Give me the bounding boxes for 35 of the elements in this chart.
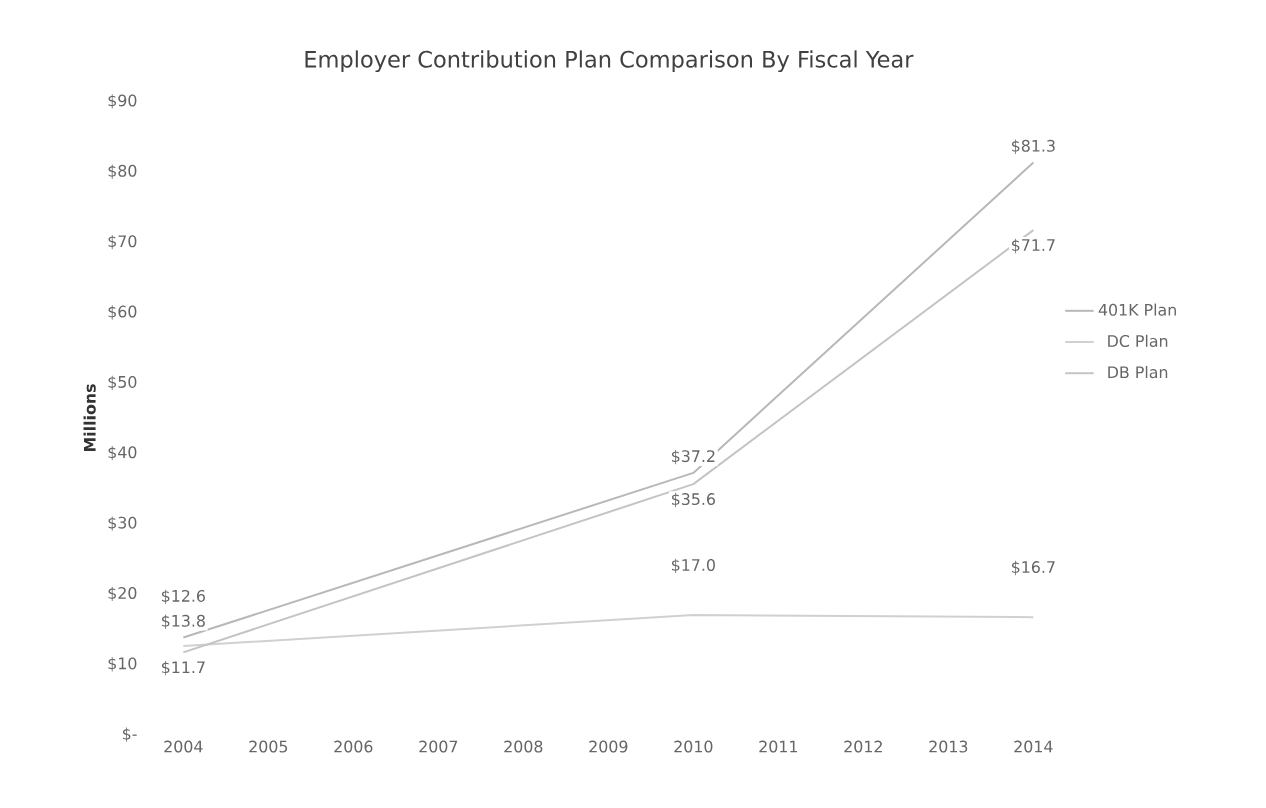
x-tick-label: 2005 [249,740,288,753]
data-label: $35.6 [671,492,715,508]
chart-title: Employer Contribution Plan Comparison By Fiscal Year [305,50,914,73]
x-tick-label: 2007 [419,740,458,753]
x-tick-label: 2014 [1014,740,1053,753]
y-tick-label: $- [122,727,137,742]
y-tick-label: $20 [108,586,137,602]
y-tick-label: $60 [108,305,137,320]
legend-label: DB Plan [1108,365,1168,379]
x-tick-label: 2009 [589,740,628,753]
data-label: $12.6 [161,589,205,604]
y-tick-label: $70 [108,234,137,250]
x-tick-label: 2006 [334,740,373,753]
y-tick-label: $90 [108,94,137,109]
x-tick-label: 2011 [759,740,798,753]
y-axis-title: Millions [83,384,96,452]
y-tick-label: $30 [108,516,137,531]
y-tick-label: $10 [108,657,137,672]
x-tick-label: 2008 [504,740,543,753]
legend-label: 401K Plan [1098,303,1176,316]
x-tick-label: 2010 [674,740,713,753]
data-label: $16.7 [1011,560,1055,576]
y-tick-label: $40 [108,446,137,461]
x-tick-label: 2013 [929,740,968,753]
data-label: $11.7 [161,661,205,676]
y-tick-label: $50 [108,375,137,390]
x-tick-label: 2012 [844,740,882,753]
y-tick-label: $80 [108,164,137,179]
data-label: $81.3 [1011,139,1055,154]
data-label: $17.0 [671,558,715,574]
legend-label: DC Plan [1108,334,1168,348]
data-label: $13.8 [161,614,205,629]
data-label: $71.7 [1011,238,1055,254]
x-tick-label: 2004 [164,740,203,753]
data-label: $37.2 [671,449,715,465]
